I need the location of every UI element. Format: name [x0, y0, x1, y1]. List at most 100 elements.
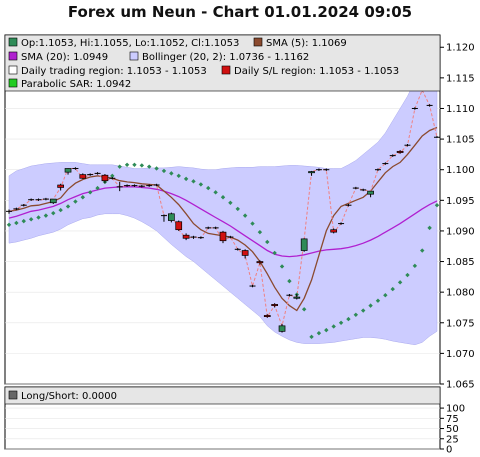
sar-dot [87, 190, 93, 195]
candle-body [300, 238, 308, 251]
sar-dot [147, 164, 152, 169]
candle [330, 228, 338, 234]
sar-dot [51, 210, 56, 216]
candle [94, 172, 101, 175]
sar-dot [117, 164, 122, 169]
candle [404, 143, 411, 147]
candle-body [367, 190, 374, 195]
candle [249, 284, 256, 288]
y-tick-label: 1.110 [446, 104, 475, 115]
sar-dot [14, 220, 19, 226]
y-tick-label: 1.065 [446, 380, 475, 391]
y-tick-label: 1.100 [446, 165, 475, 176]
sar-dot [183, 176, 189, 182]
chart-title: Forex um Neun - Chart 01.01.2024 09:05 [67, 3, 413, 21]
candle-body [182, 234, 190, 239]
sar-dot [228, 200, 233, 205]
sar-dot [28, 217, 34, 222]
candle [116, 181, 123, 192]
sar-dot [279, 264, 285, 269]
candle [293, 293, 301, 300]
candle [20, 203, 27, 207]
candle [49, 198, 57, 204]
candles [6, 88, 440, 333]
sma20-line [8, 186, 438, 258]
sar-dot [346, 316, 351, 322]
legend-bollinger-swatch [129, 51, 139, 61]
lower-tick-label: 75 [446, 414, 459, 425]
candle [278, 323, 286, 333]
lower-tick-label: 0 [446, 445, 452, 456]
sar-dot [169, 171, 174, 176]
candle [146, 184, 153, 187]
candle-body [256, 261, 264, 264]
candle [138, 185, 145, 188]
lower-legend-text: Long/Short: 0.0000 [21, 391, 117, 402]
y-tick-label: 1.070 [446, 349, 475, 360]
legend-sma20: SMA (20): 1.0949 [8, 51, 108, 63]
sar-dot [375, 298, 381, 303]
candle [160, 214, 167, 222]
legend-sma5-swatch [253, 37, 263, 47]
sar-dot [242, 213, 248, 218]
candle [300, 238, 308, 252]
sar-dot [250, 221, 255, 226]
y-tick-label: 1.090 [446, 226, 475, 237]
candle [205, 226, 212, 230]
sar-dot [353, 312, 359, 318]
candle [374, 168, 381, 171]
legend-sl-region-text: Daily S/L region: 1.1053 - 1.1053 [234, 66, 399, 77]
sar-dot [206, 185, 211, 191]
candle-body [175, 221, 183, 231]
legend-sar-text: Parabolic SAR: 1.0942 [21, 79, 131, 90]
candle-body [396, 150, 404, 153]
sar-dot [73, 199, 78, 204]
candle [13, 207, 20, 211]
candle-body [57, 184, 65, 188]
sar-dot [257, 229, 263, 235]
candle [271, 303, 279, 308]
candle-body [308, 171, 315, 174]
sar-dot [6, 222, 12, 228]
sar-dot [58, 207, 63, 213]
candle [323, 168, 330, 171]
lower-tick-label: 25 [446, 434, 459, 445]
candle-body [293, 296, 301, 299]
legend-ohlc-text: Op:1.1053, Hi:1.1055, Lo:1.1052, Cl:1.10… [21, 38, 239, 49]
candle [411, 107, 418, 110]
sar-dot [95, 185, 100, 191]
candle [286, 293, 293, 297]
legend-sma5-text: SMA (5): 1.1069 [266, 38, 347, 49]
legend-sar: Parabolic SAR: 1.0942 [8, 78, 131, 90]
candle [28, 198, 35, 201]
sar-dot [368, 303, 373, 308]
candle [234, 248, 241, 251]
candle-body [241, 250, 249, 256]
candle-body [167, 213, 175, 221]
sar-dot [161, 168, 167, 174]
sar-dot [338, 320, 344, 325]
sar-dot [139, 163, 145, 168]
candle [6, 209, 12, 214]
candle [167, 212, 175, 223]
sar-dot [43, 213, 49, 218]
legend-trading-region-text: Daily trading region: 1.1053 - 1.1053 [21, 66, 207, 77]
candle-body [278, 325, 286, 332]
legend-ohlc: Op:1.1053, Hi:1.1055, Lo:1.1052, Cl:1.10… [8, 37, 239, 49]
sar-dot [397, 280, 403, 285]
sar-dot [427, 225, 432, 231]
candle [72, 167, 79, 170]
candle [42, 197, 49, 201]
sar-dot [265, 239, 270, 245]
candle [338, 222, 345, 225]
legend-sma20-swatch [8, 51, 18, 61]
sar-dot [324, 327, 329, 333]
candle [434, 136, 440, 138]
candle [263, 314, 271, 318]
sar-dot [191, 179, 196, 184]
legend-bollinger-text: Bollinger (20, 2): 1.0736 - 1.1162 [142, 52, 309, 63]
candle [57, 183, 65, 191]
legend-sl-region: Daily S/L region: 1.1053 - 1.1053 [221, 65, 399, 77]
